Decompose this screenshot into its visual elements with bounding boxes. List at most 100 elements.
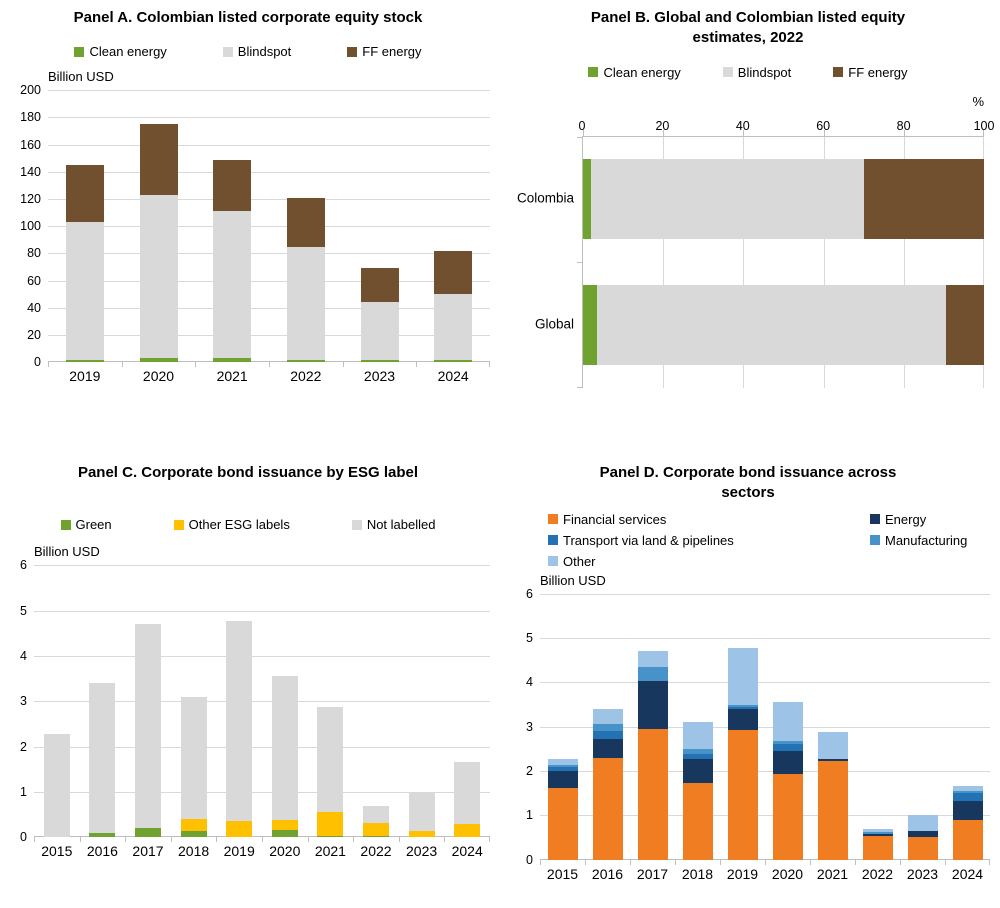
- bar-segment: [180, 831, 207, 838]
- bar-segment: [592, 757, 623, 860]
- y-tick-label: 140: [20, 164, 41, 179]
- gridline: [540, 682, 990, 684]
- legend-swatch-icon: [347, 46, 358, 57]
- bar-segment: [817, 761, 848, 860]
- gridline: [663, 136, 665, 388]
- legend-label: Other: [563, 553, 596, 569]
- panel-c-title: Panel C. Corporate bond issuance by ESG …: [77, 464, 419, 481]
- y-category-label: Global: [534, 316, 574, 332]
- gridline: [983, 136, 984, 388]
- legend-label: Financial services: [563, 511, 667, 527]
- bar-segment: [135, 828, 161, 838]
- legend-label: Green: [75, 517, 112, 533]
- gridline: [903, 136, 905, 388]
- gridline: [540, 770, 990, 772]
- gridline: [48, 280, 490, 282]
- bar-segment: [65, 165, 104, 223]
- bar-segment: [952, 793, 983, 801]
- bar-segment: [434, 250, 473, 295]
- gridline: [823, 136, 825, 388]
- x-axis-tick: [989, 859, 990, 865]
- y-tick-label: 2: [20, 739, 27, 754]
- bar-segment: [952, 786, 983, 791]
- gridline: [34, 791, 490, 793]
- x-tick-label: 2018: [681, 865, 714, 882]
- bar-segment: [772, 744, 803, 751]
- x-tick-label: 0: [578, 118, 586, 133]
- bar-segment: [637, 728, 668, 860]
- bar-segment: [363, 822, 389, 837]
- bar-segment: [408, 791, 435, 832]
- legend-swatch-icon: [548, 535, 558, 545]
- y-tick-label: 0: [20, 830, 27, 845]
- x-tick-label: 2017: [636, 865, 669, 882]
- bar-segment: [213, 358, 252, 363]
- bar-segment: [213, 159, 252, 212]
- panel-d-legend: Financial services Energy Transport via la…: [506, 512, 990, 569]
- legend-swatch-icon: [74, 46, 85, 57]
- x-tick-label: 2015: [546, 865, 579, 882]
- bar-segment: [583, 284, 598, 365]
- gridline: [48, 144, 490, 146]
- bar-segment: [682, 758, 713, 784]
- x-axis-tick: [195, 362, 197, 368]
- bar-segment: [952, 790, 983, 793]
- bar-segment: [682, 722, 713, 749]
- legend-item: Blindspot: [222, 44, 292, 60]
- bar-segment: [583, 159, 592, 240]
- panel-c-legend: Green Other ESG labels Not labelled: [6, 517, 490, 532]
- x-tick-label: 2019: [726, 865, 759, 882]
- y-axis-tick: [577, 262, 582, 263]
- y-tick-label: 0: [526, 852, 533, 867]
- x-tick-label: 2020: [142, 368, 175, 385]
- legend-swatch-icon: [870, 535, 880, 545]
- x-tick-label: 2023: [906, 865, 939, 882]
- x-tick-label: 40: [735, 118, 750, 133]
- panel-a-chart: Billion USD 0 20 40 60 80 100 120 140 160 180 200 …: [6, 69, 490, 388]
- gridline: [48, 253, 490, 255]
- bar-segment: [682, 754, 713, 759]
- bar-segment: [360, 302, 399, 361]
- x-tick-label: 2023: [406, 843, 438, 860]
- panel-a-title: Panel A. Colombian listed corporate equi…: [73, 9, 423, 26]
- legend-label: Blindspot: [737, 64, 792, 80]
- bar-segment: [360, 268, 399, 303]
- bar-segment: [271, 676, 298, 821]
- legend-swatch-icon: [60, 519, 71, 530]
- y-tick-label: 1: [20, 784, 27, 799]
- bar-segment: [43, 734, 70, 838]
- gridline: [540, 726, 990, 728]
- gridline: [48, 307, 490, 309]
- legend-item: Clean energy: [588, 65, 681, 80]
- legend-item: Transport via land & pipelines: [548, 533, 870, 548]
- legend-item: Other: [548, 554, 870, 569]
- y-tick-label: 5: [20, 603, 27, 618]
- x-tick-label: 2021: [314, 843, 346, 860]
- bar-segment: [317, 835, 344, 838]
- bar-segment: [592, 730, 623, 739]
- panel-b-title: Panel B. Global and Colombian listed equ…: [590, 9, 906, 47]
- bar-segment: [817, 732, 848, 759]
- bar-segment: [862, 832, 893, 834]
- legend-label: Blindspot: [237, 44, 292, 60]
- panel-a: Panel A. Colombian listed corporate equi…: [0, 0, 500, 455]
- y-axis-unit-label: Billion USD: [540, 572, 606, 588]
- bar-segment: [592, 738, 623, 758]
- bar-segment: [907, 837, 938, 860]
- x-axis-labels: 2015 2016 2017 2018 2019 2020 2021 2022 2023 2024: [540, 860, 990, 886]
- gridline: [34, 655, 490, 657]
- legend-item: FF energy: [347, 44, 422, 59]
- bar-segment: [682, 748, 713, 755]
- x-axis-tick: [675, 859, 676, 865]
- legend-swatch-icon: [870, 514, 880, 524]
- bar-segment: [547, 787, 578, 860]
- bar-segment: [637, 666, 668, 682]
- bar-segment: [547, 770, 578, 788]
- legend-item: Other ESG labels: [173, 517, 290, 532]
- bar-segment: [271, 820, 298, 831]
- x-axis-labels: 2015 2016 2017 2018 2019 2020 2021 2022 2023 2024: [34, 837, 490, 863]
- legend-label: Clean energy: [89, 44, 167, 60]
- panel-b: Panel B. Global and Colombian listed equ…: [500, 0, 1000, 455]
- y-tick-label: 60: [27, 273, 41, 288]
